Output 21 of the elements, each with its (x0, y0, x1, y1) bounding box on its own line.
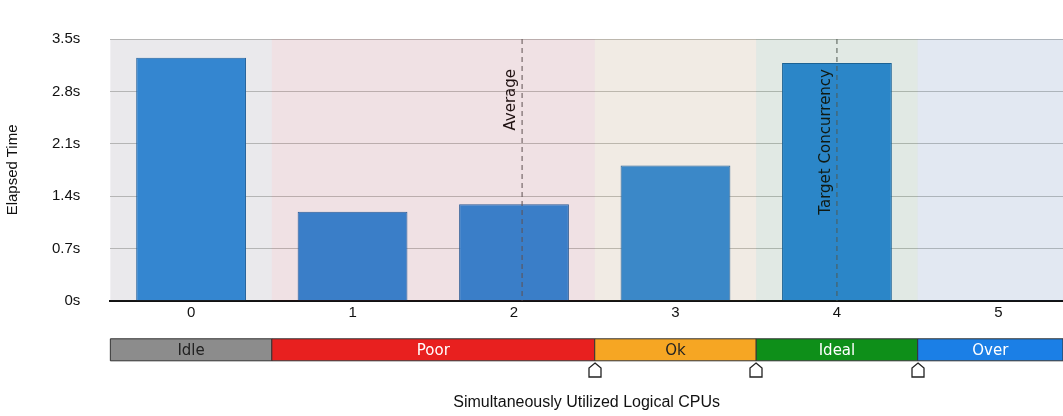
x-tick-label: 5 (994, 302, 1003, 320)
y-tick-label: 3.5s (51, 29, 81, 47)
y-tick-label: 0.7s (51, 238, 81, 256)
x-tick-label: 2 (509, 302, 519, 320)
x-tick-label: 4 (832, 302, 842, 320)
x-axis-title: Simultaneously Utilized Logical CPUs (453, 392, 721, 410)
band-label: Poor (416, 340, 451, 359)
band-label: Ok (665, 340, 687, 359)
y-axis-title: Elapsed Time (3, 124, 21, 216)
band-label: Ideal (818, 340, 856, 359)
ref-line-label: Target Concurrency (816, 68, 835, 216)
band-label: Over (972, 340, 1010, 359)
x-tick-label: 3 (671, 302, 680, 320)
band-label: Idle (177, 340, 205, 359)
ref-line-label: Average (501, 69, 520, 131)
x-tick-label: 1 (348, 302, 357, 320)
y-tick-label: 2.8s (51, 81, 81, 99)
y-tick-label: 0s (64, 290, 81, 308)
y-tick-label: 1.4s (51, 186, 81, 204)
y-tick-label: 2.1s (51, 133, 81, 151)
x-tick-label: 0 (186, 302, 196, 320)
